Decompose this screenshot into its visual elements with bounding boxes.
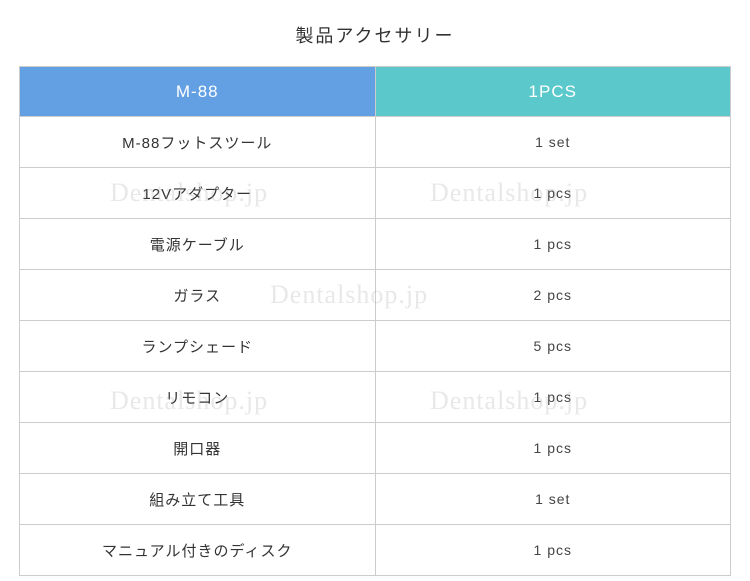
qty-cell: 1 set	[375, 474, 731, 525]
qty-cell: 1 set	[375, 117, 731, 168]
item-cell: 電源ケーブル	[20, 219, 376, 270]
table-row: リモコン1 pcs	[20, 372, 731, 423]
table-row: 開口器1 pcs	[20, 423, 731, 474]
item-cell: ランプシェード	[20, 321, 376, 372]
table-row: ガラス2 pcs	[20, 270, 731, 321]
item-cell: マニュアル付きのディスク	[20, 525, 376, 576]
qty-cell: 1 pcs	[375, 372, 731, 423]
item-cell: 開口器	[20, 423, 376, 474]
qty-cell: 1 pcs	[375, 525, 731, 576]
header-right: 1PCS	[375, 67, 731, 117]
item-cell: M-88フットスツール	[20, 117, 376, 168]
table-row: M-88フットスツール1 set	[20, 117, 731, 168]
page-title: 製品アクセサリー	[0, 0, 750, 66]
table-header-row: M-88 1PCS	[20, 67, 731, 117]
qty-cell: 1 pcs	[375, 219, 731, 270]
table-row: マニュアル付きのディスク1 pcs	[20, 525, 731, 576]
table-row: 電源ケーブル1 pcs	[20, 219, 731, 270]
qty-cell: 5 pcs	[375, 321, 731, 372]
item-cell: リモコン	[20, 372, 376, 423]
table-row: 12Vアダプター1 pcs	[20, 168, 731, 219]
table-row: ランプシェード5 pcs	[20, 321, 731, 372]
accessories-table: M-88 1PCS M-88フットスツール1 set12Vアダプター1 pcs電…	[19, 66, 731, 576]
qty-cell: 2 pcs	[375, 270, 731, 321]
table-row: 組み立て工具1 set	[20, 474, 731, 525]
header-left: M-88	[20, 67, 376, 117]
item-cell: 組み立て工具	[20, 474, 376, 525]
item-cell: ガラス	[20, 270, 376, 321]
qty-cell: 1 pcs	[375, 168, 731, 219]
qty-cell: 1 pcs	[375, 423, 731, 474]
item-cell: 12Vアダプター	[20, 168, 376, 219]
